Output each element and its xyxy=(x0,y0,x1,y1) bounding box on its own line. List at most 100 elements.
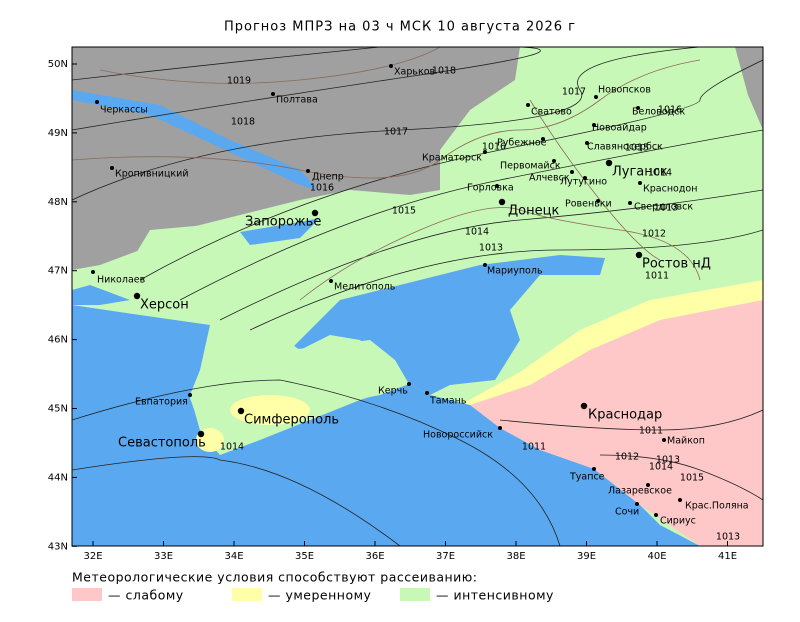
isobar-label: 1018 xyxy=(231,117,255,128)
city-dot xyxy=(526,103,530,107)
legend-swatch xyxy=(400,588,430,601)
legend-swatch xyxy=(72,588,102,601)
yellow-zone xyxy=(460,280,763,410)
isobar-label: 1011 xyxy=(522,442,546,453)
isobar-label: 1019 xyxy=(227,76,251,87)
city-label: Кропивницкий xyxy=(115,169,189,180)
map-area xyxy=(72,47,763,546)
city-label: Краматорск xyxy=(422,153,482,164)
isobar xyxy=(249,229,763,331)
city-dot xyxy=(306,169,310,173)
lat-label: 48N xyxy=(48,197,68,208)
city-dot xyxy=(654,513,658,517)
city-label: Крас.Поляна xyxy=(685,501,749,512)
city-dot xyxy=(498,198,506,206)
isobar-label: 1015 xyxy=(680,473,704,484)
lat-label: 43N xyxy=(48,541,68,552)
isobar xyxy=(599,454,763,501)
city-label: Славяносербск xyxy=(587,142,663,153)
city-dot xyxy=(646,483,650,487)
city-dot xyxy=(628,201,632,205)
city-dot xyxy=(635,251,643,259)
legend-swatch xyxy=(232,588,262,601)
city-dot xyxy=(425,391,429,395)
city-label: Запорожье xyxy=(245,215,321,230)
city-label: Беловодск xyxy=(632,107,685,118)
isobar-label: 1016 xyxy=(310,183,334,194)
border xyxy=(72,59,701,179)
city-label: Лутугино xyxy=(560,177,607,188)
isobar-label: 1011 xyxy=(639,426,663,437)
isobar xyxy=(139,59,763,281)
city-label: Новороссийск xyxy=(423,430,493,441)
city-dot xyxy=(635,502,639,506)
city-label: Тамань xyxy=(429,396,467,407)
isobar xyxy=(72,47,701,201)
city-label: Черкассы xyxy=(100,105,148,116)
isobar-label: 1018 xyxy=(432,66,456,77)
lat-label: 46N xyxy=(48,335,68,346)
city-label: Симферополь xyxy=(244,413,339,428)
city-label: Харьков xyxy=(394,67,436,78)
lon-label: 37E xyxy=(436,551,455,562)
city-dot xyxy=(498,426,502,430)
city-label: Ростов нД xyxy=(642,257,711,272)
city-dot xyxy=(594,95,598,99)
city-dot xyxy=(483,263,487,267)
isobar-label: 1014 xyxy=(465,227,489,238)
isobar xyxy=(219,189,763,321)
city-dot xyxy=(407,382,411,386)
border xyxy=(529,99,661,261)
lat-label: 49N xyxy=(48,128,68,139)
city-dot xyxy=(133,292,141,300)
sea xyxy=(72,305,700,546)
city-dot xyxy=(389,64,393,68)
gray-zone xyxy=(72,47,520,270)
city-label: Майкоп xyxy=(667,436,705,447)
city-label: Сватово xyxy=(531,107,572,118)
city-label: Рубежное xyxy=(497,138,547,149)
legend-label: — интенсивному xyxy=(436,588,554,603)
city-label: Новоайдар xyxy=(592,123,647,134)
isobar-label: 1013 xyxy=(654,203,678,214)
reservoir xyxy=(240,218,320,245)
lat-label: 44N xyxy=(48,472,68,483)
city-dot xyxy=(541,137,545,141)
city-dot xyxy=(237,407,245,415)
isobar-label: 1013 xyxy=(656,455,680,466)
city-dot xyxy=(483,150,487,154)
isobar-label: 1014 xyxy=(648,168,672,179)
city-dot xyxy=(678,498,682,502)
city-dot xyxy=(592,467,596,471)
city-dot xyxy=(95,100,99,104)
lon-label: 34E xyxy=(224,551,243,562)
isobar-label: 1011 xyxy=(645,271,669,282)
city-label: Ровеньки xyxy=(565,199,612,210)
city-dot xyxy=(585,141,589,145)
river xyxy=(72,90,318,190)
pink-zone xyxy=(470,300,763,546)
city-label: Сочи xyxy=(615,507,639,518)
city-label: Мариуполь xyxy=(487,266,543,277)
isobar xyxy=(72,379,561,546)
city-dot xyxy=(638,181,642,185)
city-label: Мелитополь xyxy=(334,282,396,293)
city-dot xyxy=(662,438,666,442)
city-label: Херсон xyxy=(140,298,189,313)
isobar xyxy=(179,129,763,301)
lon-label: 36E xyxy=(365,551,384,562)
isobar xyxy=(72,47,381,81)
city-label: Полтава xyxy=(276,95,318,106)
legend-label: — умеренному xyxy=(268,588,372,603)
city-dot xyxy=(592,123,596,127)
isobar-label: 1015 xyxy=(625,143,649,154)
isobar xyxy=(72,47,541,131)
isobar-label: 1014 xyxy=(220,442,244,453)
city-label: Донецк xyxy=(508,204,559,219)
isobar xyxy=(72,456,401,546)
city-dot xyxy=(580,402,588,410)
city-label: Краснодон xyxy=(643,184,697,195)
lat-label: 50N xyxy=(48,59,68,70)
isobar-label: 1014 xyxy=(649,462,673,473)
city-dot xyxy=(636,106,640,110)
